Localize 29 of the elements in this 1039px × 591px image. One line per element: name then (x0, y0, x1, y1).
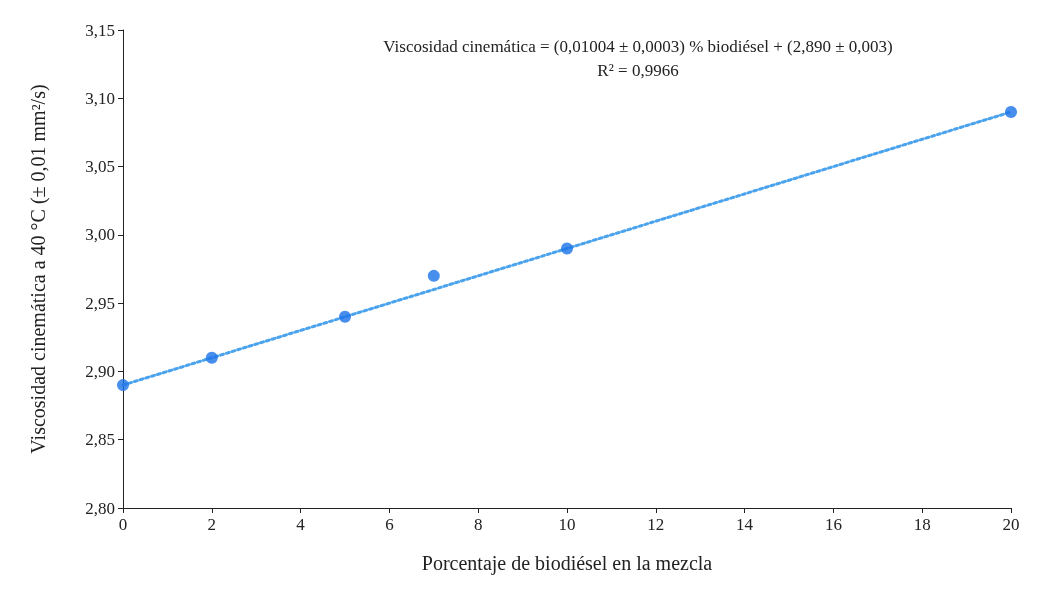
x-tick-label: 8 (473, 515, 483, 534)
x-tick-label: 18 (913, 515, 931, 534)
y-tick-label: 2,90 (85, 361, 115, 381)
y-axis-title: Viscosidad cinemática a 40 °C (± 0,01 mm²/s) (27, 84, 50, 454)
annotation: Viscosidad cinemática = (0,01004 ± 0,0003) % biodiésel + (2,890 ± 0,003) (383, 37, 893, 56)
x-tick-label: 4 (296, 515, 306, 534)
point (117, 379, 129, 392)
y-tick-label: 2,85 (85, 430, 115, 450)
y-tick-label: 3,05 (85, 157, 115, 177)
point (1005, 105, 1017, 118)
y-tick-label: 2,80 (85, 498, 115, 518)
y-tick-label: 3,00 (85, 225, 115, 245)
point (339, 310, 351, 323)
x-axis-title: Porcentaje de biodiésel en la mezcla (421, 552, 713, 575)
x-tick-label: 2 (207, 515, 217, 534)
x-tick-label: 6 (385, 515, 394, 534)
point (561, 242, 573, 255)
y-tick-label: 3,10 (85, 88, 115, 108)
point (427, 269, 440, 282)
point (205, 351, 218, 364)
y-tick-label: 3,15 (85, 20, 115, 40)
x-tick-label: 10 (558, 515, 576, 534)
x-tick-label: 16 (824, 515, 842, 534)
annotation: R² = 0,9966 (597, 61, 679, 80)
x-tick-label: 12 (647, 515, 665, 534)
y-tick-label: 2,95 (85, 293, 115, 313)
x-tick-label: 20 (1002, 515, 1020, 534)
x-tick-label: 0 (118, 515, 128, 534)
x-tick-label: 14 (736, 515, 754, 534)
